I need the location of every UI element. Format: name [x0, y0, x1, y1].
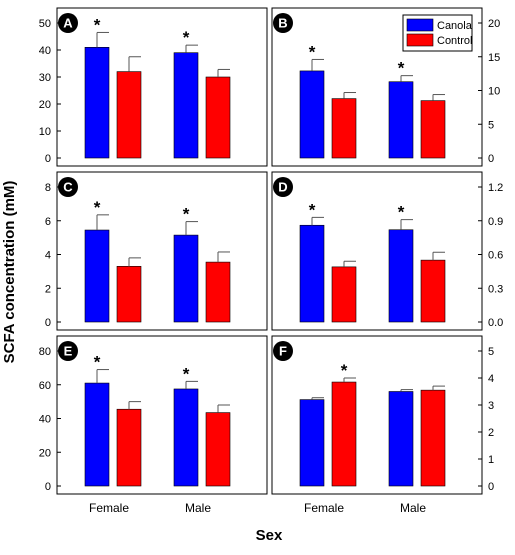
y-tick-label: 0 [45, 481, 51, 493]
significance-star: * [94, 353, 101, 372]
panel-frame [56, 7, 268, 167]
bar-control-male [420, 259, 446, 323]
x-tick-label: Male [185, 501, 211, 515]
panel-label-badge [273, 13, 293, 33]
y-tick-label: 0.9 [488, 216, 503, 228]
x-tick-label: Male [400, 501, 426, 515]
y-tick-label: 80 [39, 346, 51, 358]
bar-canola-male [388, 391, 414, 487]
y-axis-title: SCFA concentration (mM) [1, 181, 18, 364]
y-tick-label: 15 [488, 52, 500, 64]
y-tick-label: 1 [488, 454, 494, 466]
bar-control-male [205, 76, 231, 159]
panel-label-badge [273, 341, 293, 361]
panel-frame [271, 335, 483, 495]
panel-frame [271, 171, 483, 331]
y-tick-label: 20 [488, 18, 500, 30]
bar-canola-female [84, 46, 110, 159]
y-tick-label: 2 [45, 283, 51, 295]
y-tick-label: 1.2 [488, 182, 503, 194]
bar-canola-male [388, 229, 414, 323]
panel-label-badge [58, 13, 78, 33]
y-tick-label: 0.0 [488, 317, 503, 329]
bar-control-male [205, 412, 231, 487]
bar-canola-male [388, 81, 414, 159]
panel-frame [56, 335, 268, 495]
bar-control-female [331, 381, 357, 487]
significance-star: * [94, 198, 101, 217]
y-tick-label: 2 [488, 427, 494, 439]
significance-star: * [309, 42, 316, 61]
significance-star: * [183, 28, 190, 47]
y-tick-label: 0 [488, 153, 494, 165]
bar-canola-female [84, 229, 110, 323]
x-tick-label: Female [89, 501, 129, 515]
bar-control-female [116, 266, 142, 323]
y-tick-label: 4 [45, 250, 51, 262]
panel-label-badge [58, 341, 78, 361]
significance-star: * [398, 203, 405, 222]
panel-label: C [63, 180, 73, 195]
panel-label: B [278, 16, 287, 31]
bar-control-male [205, 261, 231, 323]
legend-label-control: Control [437, 35, 472, 47]
y-tick-label: 20 [39, 447, 51, 459]
y-tick-label: 0.6 [488, 250, 503, 262]
significance-star: * [398, 59, 405, 78]
significance-star: * [183, 205, 190, 224]
y-tick-label: 0 [488, 481, 494, 493]
y-tick-label: 20 [39, 99, 51, 111]
bar-canola-female [299, 224, 325, 323]
significance-star: * [309, 200, 316, 219]
panel-label-badge [273, 177, 293, 197]
bar-canola-male [173, 52, 199, 159]
y-tick-label: 6 [45, 216, 51, 228]
bar-canola-female [299, 399, 325, 487]
significance-star: * [341, 361, 348, 380]
legend-swatch-canola [406, 18, 434, 32]
bar-control-male [420, 100, 446, 159]
y-tick-label: 5 [488, 346, 494, 358]
bar-canola-male [173, 388, 199, 487]
y-tick-label: 10 [39, 126, 51, 138]
legend-swatch-control [406, 33, 434, 47]
y-tick-label: 4 [488, 373, 494, 385]
y-tick-label: 40 [39, 45, 51, 57]
y-tick-label: 40 [39, 414, 51, 426]
panel-label-badge [58, 177, 78, 197]
panel-frame [271, 7, 483, 167]
y-tick-label: 0.3 [488, 283, 503, 295]
legend-label-canola: Canola [437, 20, 473, 32]
panel-frame [56, 171, 268, 331]
bar-control-female [331, 98, 357, 159]
panel-label: A [63, 16, 73, 31]
bar-canola-female [299, 70, 325, 159]
bar-canola-male [173, 234, 199, 323]
bar-control-male [420, 389, 446, 487]
bar-canola-female [84, 382, 110, 487]
panel-label: F [279, 344, 287, 359]
x-axis-title: Sex [256, 527, 283, 544]
x-tick-label: Female [304, 501, 344, 515]
y-tick-label: 0 [45, 317, 51, 329]
bar-control-female [331, 266, 357, 323]
y-tick-label: 3 [488, 400, 494, 412]
significance-star: * [94, 15, 101, 34]
significance-star: * [183, 364, 190, 383]
y-tick-label: 8 [45, 182, 51, 194]
bar-control-female [116, 71, 142, 159]
bar-control-female [116, 408, 142, 487]
panel-label: D [278, 180, 287, 195]
panel-label: E [64, 344, 73, 359]
y-tick-label: 60 [39, 380, 51, 392]
y-tick-label: 5 [488, 119, 494, 131]
y-tick-label: 0 [45, 153, 51, 165]
y-tick-label: 30 [39, 72, 51, 84]
y-tick-label: 50 [39, 18, 51, 30]
y-tick-label: 10 [488, 86, 500, 98]
